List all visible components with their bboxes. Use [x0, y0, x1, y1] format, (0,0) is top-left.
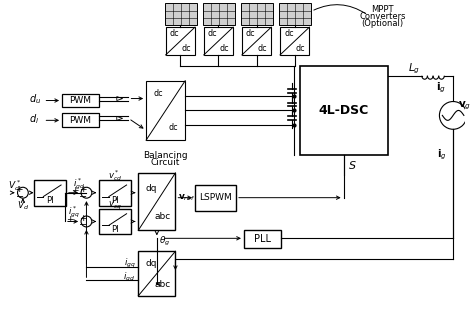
Text: $\mathbf{v}_{ref}$: $\mathbf{v}_{ref}$: [178, 192, 196, 203]
Bar: [99, 209, 131, 234]
Text: $i_{gd}$: $i_{gd}$: [123, 270, 136, 283]
Text: $d_l$: $d_l$: [29, 112, 39, 126]
Text: PWM: PWM: [70, 96, 91, 105]
Text: $\mathbf{i}_g$: $\mathbf{i}_g$: [437, 148, 446, 162]
Text: $\mathbf{i}_g$: $\mathbf{i}_g$: [437, 81, 447, 95]
Bar: [204, 27, 233, 55]
Bar: [146, 81, 185, 140]
Text: dc: dc: [169, 123, 178, 132]
Polygon shape: [117, 117, 123, 120]
Circle shape: [18, 187, 28, 198]
Bar: [195, 185, 236, 211]
Circle shape: [81, 216, 92, 227]
Text: +: +: [15, 185, 23, 194]
Text: dc: dc: [219, 44, 229, 53]
Text: $v_{cd}^*$: $v_{cd}^*$: [108, 169, 122, 183]
Text: +: +: [79, 214, 86, 223]
Bar: [138, 173, 175, 230]
Text: dc: dc: [153, 89, 163, 98]
Text: 4L-DSC: 4L-DSC: [319, 104, 369, 117]
Bar: [279, 4, 311, 25]
Bar: [241, 4, 273, 25]
Bar: [242, 27, 271, 55]
Text: $d_u$: $d_u$: [29, 93, 41, 107]
Bar: [34, 180, 66, 206]
Text: abc: abc: [155, 280, 171, 289]
Text: MPPT: MPPT: [372, 5, 394, 14]
Bar: [62, 94, 99, 108]
Text: PI: PI: [46, 196, 54, 205]
Text: dc: dc: [246, 29, 255, 38]
Text: Balancing: Balancing: [143, 151, 188, 160]
Text: dc: dc: [296, 44, 305, 53]
Text: dc: dc: [182, 44, 191, 53]
Text: dc: dc: [170, 29, 179, 38]
Text: +: +: [71, 186, 79, 195]
Bar: [300, 66, 388, 155]
Text: $V_d^*$: $V_d^*$: [8, 178, 21, 193]
Text: $i_{gq}^*$: $i_{gq}^*$: [68, 205, 80, 220]
Polygon shape: [117, 97, 123, 100]
Text: $V_d$: $V_d$: [17, 199, 29, 212]
Circle shape: [81, 187, 92, 198]
Text: PI: PI: [111, 225, 119, 234]
Text: Circuit: Circuit: [151, 159, 180, 168]
Text: PI: PI: [111, 196, 119, 205]
Text: dc: dc: [258, 44, 267, 53]
Text: $L_g$: $L_g$: [408, 62, 420, 76]
Text: Converters: Converters: [359, 12, 406, 21]
Bar: [165, 27, 195, 55]
Text: −: −: [16, 192, 24, 202]
Text: PLL: PLL: [254, 234, 271, 244]
Bar: [62, 113, 99, 127]
Text: abc: abc: [155, 212, 171, 221]
Text: dc: dc: [284, 29, 294, 38]
Circle shape: [439, 101, 467, 129]
Text: dq: dq: [146, 185, 157, 194]
Text: $i_{gq}$: $i_{gq}$: [124, 256, 136, 270]
Bar: [244, 230, 281, 248]
Bar: [203, 4, 235, 25]
Text: $v_{cq}^*$: $v_{cq}^*$: [108, 197, 122, 213]
Bar: [99, 180, 131, 206]
Text: $\theta_g$: $\theta_g$: [159, 235, 170, 248]
Bar: [280, 27, 310, 55]
Text: +: +: [79, 185, 86, 194]
Text: −: −: [80, 221, 88, 230]
Text: $\mathbf{v}_g$: $\mathbf{v}_g$: [458, 99, 471, 112]
Text: $i_{gd}^*$: $i_{gd}^*$: [73, 176, 85, 192]
Text: dc: dc: [208, 29, 218, 38]
Text: (Optional): (Optional): [362, 19, 404, 28]
Text: $S$: $S$: [348, 159, 357, 171]
Text: dq: dq: [146, 259, 157, 268]
Text: LSPWM: LSPWM: [199, 193, 232, 202]
Text: PWM: PWM: [70, 116, 91, 125]
Bar: [164, 4, 197, 25]
Bar: [138, 251, 175, 296]
Text: −: −: [80, 192, 88, 202]
Text: +: +: [66, 215, 73, 224]
